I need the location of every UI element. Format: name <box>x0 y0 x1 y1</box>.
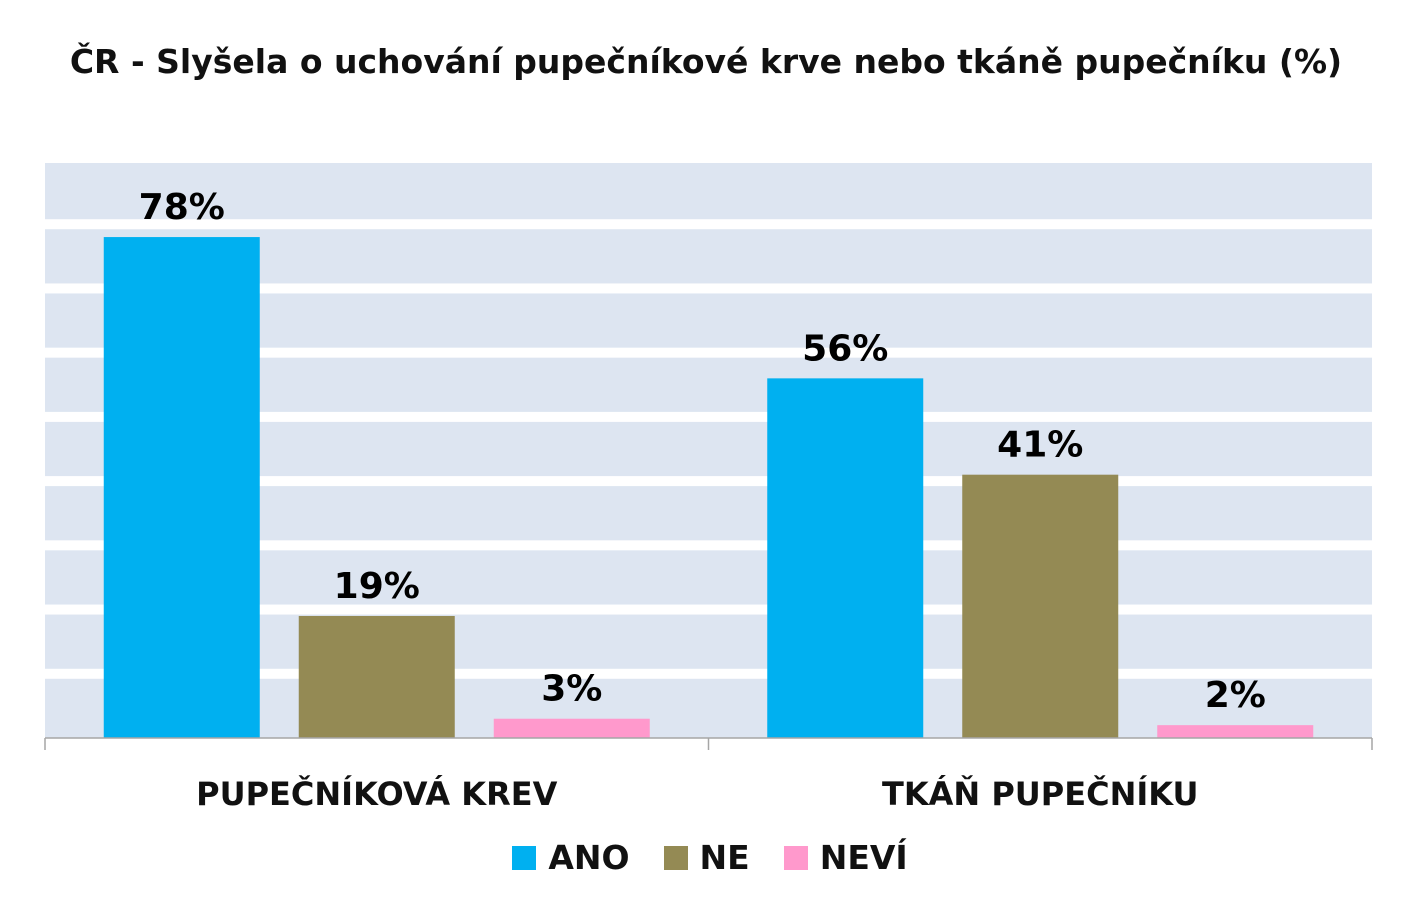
data-label: 3% <box>541 669 602 710</box>
bar-ne-0 <box>298 615 455 738</box>
legend-item-ne: NE <box>663 838 750 877</box>
gridline <box>45 347 1372 358</box>
plot-area <box>45 163 1372 738</box>
gridline <box>45 668 1372 679</box>
gridline <box>45 604 1372 615</box>
gridline <box>45 476 1372 487</box>
category-label: TKÁŇ PUPEČNÍKU <box>882 774 1198 813</box>
legend-swatch-ne <box>663 845 688 870</box>
category-label: PUPEČNÍKOVÁ KREV <box>196 774 557 813</box>
legend-swatch-ano <box>512 845 537 870</box>
data-label: 56% <box>802 328 888 369</box>
legend-label-nevi: NEVÍ <box>819 838 908 877</box>
bar-neví-1 <box>1157 725 1314 738</box>
data-label: 19% <box>334 566 420 607</box>
legend-item-ano: ANO <box>512 838 630 877</box>
legend-item-nevi: NEVÍ <box>783 838 908 877</box>
bar-ne-1 <box>962 474 1119 738</box>
data-label: 2% <box>1205 675 1266 716</box>
legend-label-ano: ANO <box>548 838 630 877</box>
data-label: 41% <box>997 425 1083 466</box>
gridline <box>45 411 1372 422</box>
bar-ano-0 <box>103 237 260 739</box>
bar-neví-0 <box>493 718 650 738</box>
gridline <box>45 283 1372 294</box>
legend: ANO NE NEVÍ <box>0 838 1420 877</box>
data-label: 78% <box>139 187 225 228</box>
chart-title: ČR - Slyšela o uchování pupečníkové krve… <box>69 42 1343 81</box>
gridline <box>45 219 1372 230</box>
legend-label-ne: NE <box>699 838 750 877</box>
bar-ano-1 <box>767 378 924 738</box>
legend-swatch-nevi <box>783 845 808 870</box>
gridline <box>45 540 1372 551</box>
